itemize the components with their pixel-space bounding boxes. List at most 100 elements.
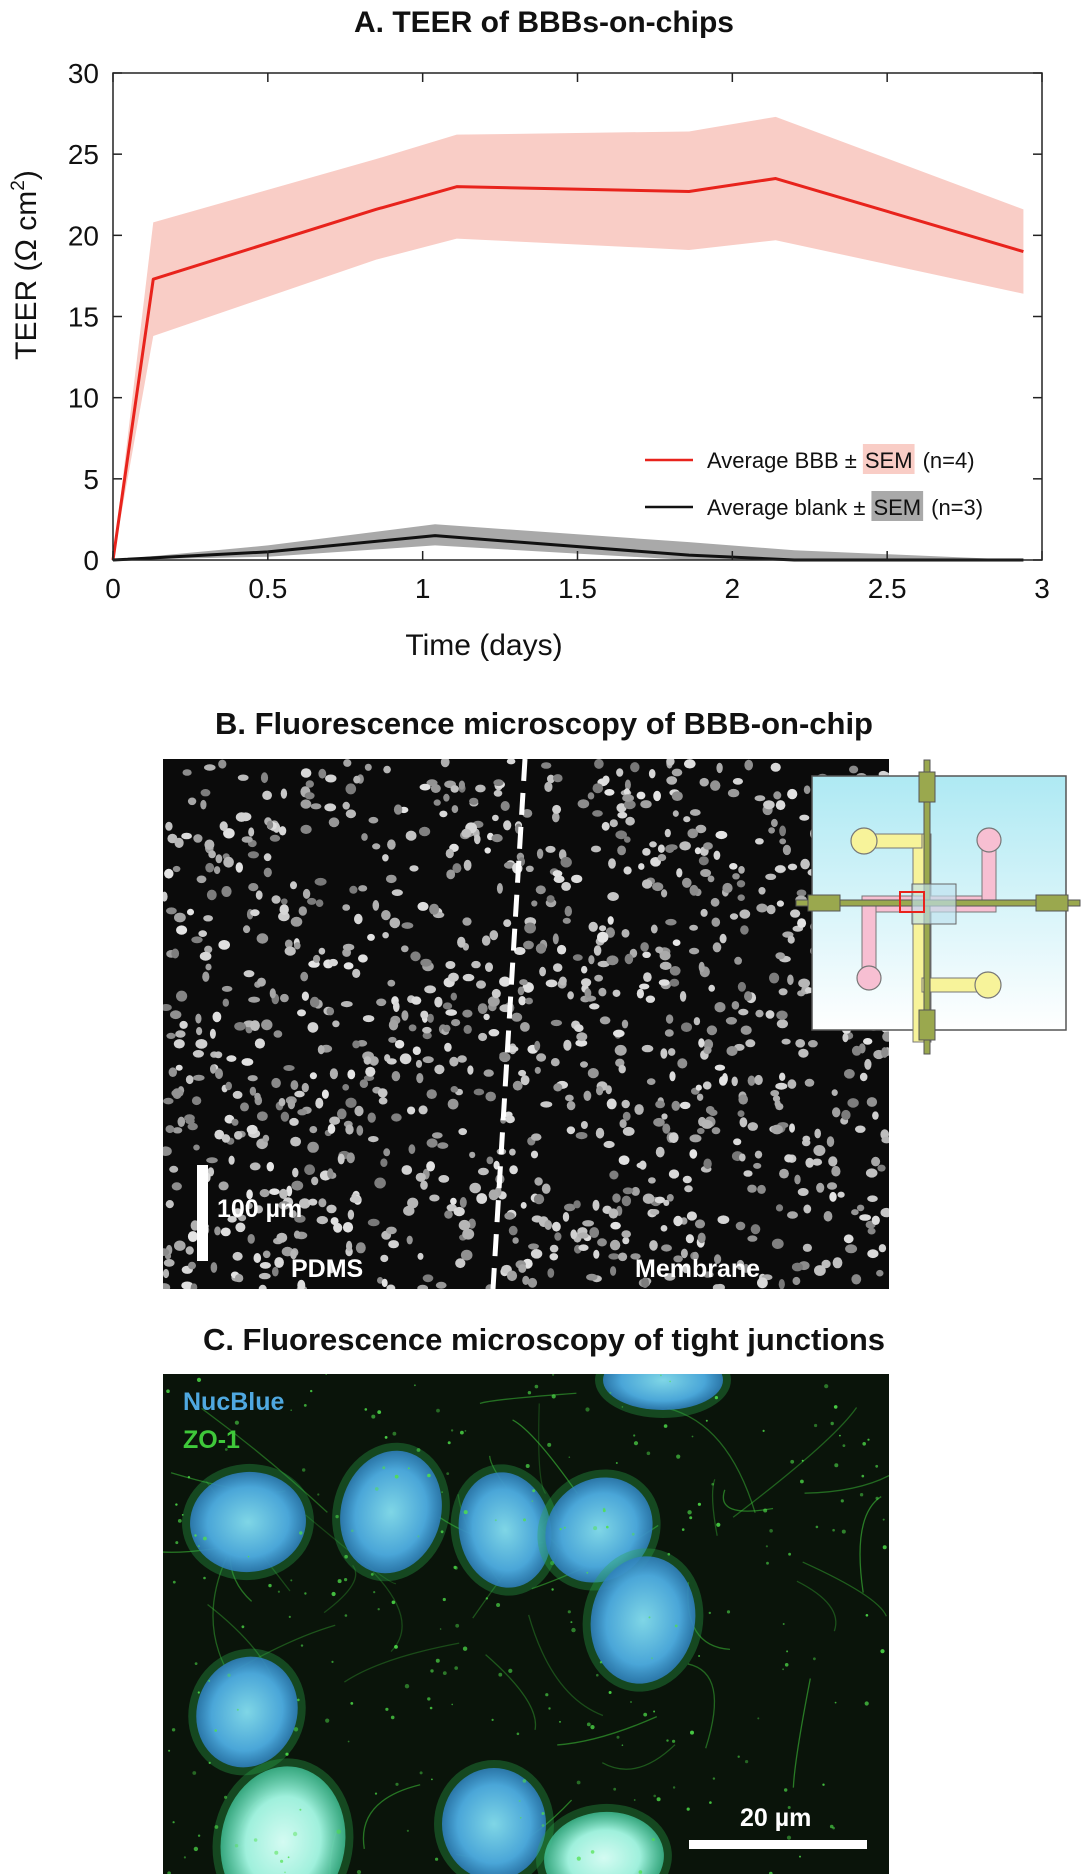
nucleus (250, 909, 260, 917)
nucleus (864, 1058, 872, 1070)
nucleus (859, 1214, 871, 1221)
nucleus (386, 1226, 397, 1235)
nucleus (177, 1116, 186, 1127)
zo1-punctum (394, 1645, 398, 1649)
zo1-filament (792, 1678, 811, 1788)
nucleus (655, 946, 664, 954)
nucleus (776, 900, 785, 907)
nucleus (812, 1158, 823, 1166)
nucleus (638, 863, 645, 870)
nucleus (517, 986, 525, 996)
nucleus (775, 1204, 784, 1212)
zo1-punctum (284, 1871, 286, 1874)
nucleus (418, 1105, 428, 1115)
nucleus (431, 1132, 443, 1139)
nucleus (770, 762, 781, 772)
nucleus (449, 1056, 459, 1067)
zo1-label: ZO-1 (183, 1426, 240, 1454)
zo1-punctum (253, 1838, 258, 1842)
nucleus (665, 918, 677, 926)
zo1-punctum (287, 1856, 290, 1859)
nucleus (248, 996, 260, 1003)
zo1-filament (601, 1744, 676, 1770)
nucleus (646, 1078, 656, 1085)
zo1-punctum (784, 1788, 788, 1792)
nucleus (573, 1200, 581, 1209)
zo1-filament (859, 1496, 882, 1593)
nucleus (166, 1032, 176, 1039)
nucleus (712, 1284, 722, 1289)
nucleus (640, 800, 652, 809)
zo1-punctum (576, 1780, 581, 1785)
nucleus (851, 1045, 862, 1056)
nucleus (554, 1232, 562, 1241)
y-tick-label: 5 (83, 464, 99, 495)
nucleus (661, 1113, 668, 1120)
nucleus (327, 1168, 334, 1179)
nucleus (503, 861, 515, 869)
nucleus (438, 1175, 450, 1183)
zo1-punctum (227, 1673, 231, 1677)
zo1-filament (528, 1614, 604, 1717)
scale-bar-label: 100 µm (217, 1195, 303, 1223)
nucleus (508, 1225, 518, 1236)
nucleus (318, 1198, 327, 1208)
nucleus (553, 963, 563, 972)
nucleus (376, 998, 387, 1007)
nucleus (779, 838, 787, 845)
nucleus (535, 943, 547, 954)
nucleus (200, 789, 211, 797)
nucleus (310, 803, 322, 810)
nucleus (715, 830, 728, 840)
zo1-punctum (548, 1707, 551, 1710)
nucleus (163, 1259, 175, 1267)
nucleus (729, 913, 739, 920)
nucleus (758, 887, 766, 895)
nucleus (393, 804, 403, 815)
nucleus (214, 1129, 225, 1140)
nucleus (429, 1194, 440, 1202)
nucleus (765, 873, 777, 880)
nucleus (176, 990, 188, 1002)
nucleus (386, 1058, 397, 1065)
zo1-filament (802, 1561, 887, 1617)
zo1-punctum (864, 1701, 869, 1706)
zo1-punctum (559, 1528, 562, 1531)
zo1-punctum (763, 1508, 768, 1513)
nucleus (196, 875, 207, 884)
nucleus (655, 1146, 665, 1158)
nucleus (612, 1193, 621, 1203)
nucleus (455, 1258, 466, 1269)
nucleus (789, 1123, 795, 1133)
nucleus (710, 897, 720, 907)
nucleus (849, 765, 859, 774)
zo1-punctum (842, 1444, 846, 1447)
nucleus (453, 1206, 465, 1217)
nucleus (401, 945, 409, 953)
zo1-punctum (356, 1870, 362, 1874)
zo1-filament (362, 1784, 421, 1849)
zo1-punctum (788, 1552, 791, 1556)
nucleus (287, 1099, 296, 1110)
nucleus (549, 1244, 559, 1253)
nucleus (735, 1221, 746, 1231)
nucleus (574, 1024, 584, 1032)
nucleus (530, 1133, 542, 1141)
nucleus (409, 865, 419, 872)
nucleus (294, 942, 301, 950)
nucleus (803, 1204, 812, 1214)
nucleus (462, 917, 472, 926)
nucleus (878, 1244, 887, 1253)
zo1-punctum (522, 1779, 527, 1783)
nucleus (701, 1119, 713, 1129)
nucleus (173, 1039, 185, 1049)
nucleus (243, 925, 251, 934)
zo1-punctum (571, 1627, 576, 1633)
nucleus (362, 1015, 375, 1023)
nucleus (682, 877, 692, 888)
nucleus (603, 1140, 615, 1149)
nucleus (249, 1162, 261, 1171)
zo1-punctum (394, 1474, 399, 1479)
zo1-punctum (616, 1735, 620, 1739)
nucleus (444, 1210, 453, 1219)
